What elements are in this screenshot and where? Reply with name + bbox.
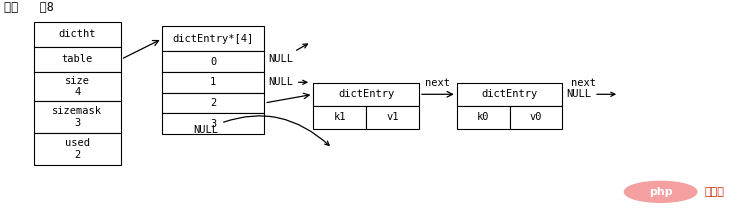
Text: 1: 1 xyxy=(210,77,217,87)
Text: dictEntry: dictEntry xyxy=(338,89,394,99)
Text: next: next xyxy=(571,78,596,88)
Text: NULL: NULL xyxy=(268,44,307,64)
Bar xyxy=(162,113,264,134)
Text: table: table xyxy=(62,54,93,64)
Text: php: php xyxy=(649,187,673,197)
Text: k0: k0 xyxy=(477,112,489,122)
Text: v1: v1 xyxy=(387,112,399,122)
Text: NULL: NULL xyxy=(566,89,615,99)
Text: 中文网: 中文网 xyxy=(704,187,724,197)
Text: next: next xyxy=(425,78,451,88)
Bar xyxy=(457,83,562,106)
Text: v0: v0 xyxy=(530,112,542,122)
Text: 3: 3 xyxy=(210,119,217,129)
Bar xyxy=(313,83,419,106)
Text: dictEntry: dictEntry xyxy=(482,89,538,99)
Text: NULL: NULL xyxy=(193,116,329,145)
Text: 图二   进8: 图二 进8 xyxy=(4,1,54,14)
Bar xyxy=(34,101,121,133)
Text: k1: k1 xyxy=(334,112,346,122)
Bar xyxy=(313,106,366,129)
Bar xyxy=(34,133,121,165)
Text: dictEntry*[4]: dictEntry*[4] xyxy=(173,34,254,44)
Bar xyxy=(162,51,264,72)
Bar xyxy=(510,106,562,129)
Bar xyxy=(34,47,121,72)
Bar xyxy=(162,26,264,51)
Bar xyxy=(162,72,264,93)
Text: 0: 0 xyxy=(210,57,217,66)
Text: size
4: size 4 xyxy=(65,76,90,97)
Bar xyxy=(34,72,121,101)
Circle shape xyxy=(624,181,697,202)
Bar xyxy=(457,106,510,129)
Text: used
2: used 2 xyxy=(65,138,90,160)
Text: dictht: dictht xyxy=(59,29,96,39)
Bar xyxy=(162,93,264,113)
Text: NULL: NULL xyxy=(268,77,307,87)
Text: 2: 2 xyxy=(210,98,217,108)
Text: sizemask
3: sizemask 3 xyxy=(52,106,103,128)
Bar xyxy=(34,22,121,47)
Bar xyxy=(366,106,419,129)
